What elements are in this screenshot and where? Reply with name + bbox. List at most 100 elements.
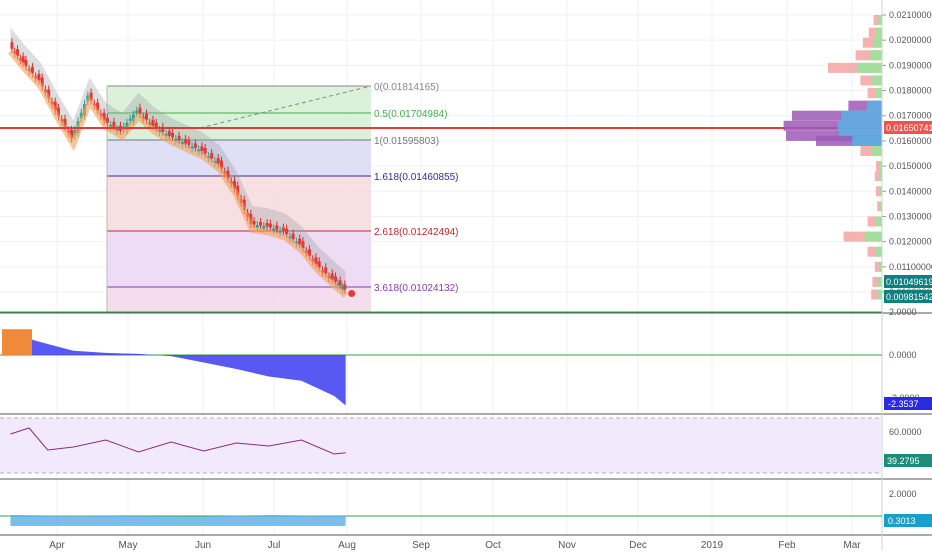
candle-body [21,56,25,63]
volume-profile-bar-up [864,231,882,242]
time-axis-label: Jul [268,540,281,550]
candle-body [307,249,311,257]
candle-body [197,149,201,152]
volume-profile-bar [873,15,882,26]
volume-profile-bar-up [838,130,882,141]
candle-body [161,126,165,132]
candle-body [128,118,132,121]
macd-tick-label: 0.0000 [889,350,917,360]
candle-body [343,284,347,290]
candle-body [115,128,119,131]
volume-profile-bar [867,216,882,227]
volume-profile-bar-up [875,246,882,257]
volume-profile-bar-up [841,110,882,121]
volume-profile-bar [843,231,882,242]
cci-pane[interactable]: 2.0000 0.3013 [0,489,932,527]
volume-profile-bar-up [878,171,882,182]
candle-body [184,138,188,144]
price-tick-label: 0.02100000 [889,10,932,20]
candle-body [167,130,171,136]
candle-body [24,59,28,67]
time-axis-label: Dec [629,540,647,550]
time-axis-label: Sep [412,540,430,550]
candle-body [57,107,60,117]
time-axis-label: Feb [778,540,796,550]
rsi-pane[interactable]: 60.0000 39.2795 [0,417,932,474]
volume-profile-bar-up [877,289,882,300]
volume-profile-bar [874,261,882,272]
candle-body [16,49,20,56]
candle-body [30,66,34,74]
volume-profile-bar-up [877,276,882,287]
candle-body [164,133,168,136]
volume-profile-bar [867,246,882,257]
candle-body [298,238,302,245]
rsi-value-bg [884,454,932,467]
fib-level-label: 2.618(0.01242494) [374,227,459,238]
volume-profile-bar-up [857,62,882,73]
current-price-tag: 0.01650741 [886,123,932,133]
rsi-tick-label: 60.0000 [889,427,922,437]
time-axis-label: May [119,540,138,550]
volume-profile-bar-up [870,50,882,61]
volume-profile-bar [828,62,882,73]
price-axis[interactable]: 0.02100000 0.02000000 0.01900000 0.01800000… [882,0,932,312]
candle-body [275,225,279,230]
candle-body [219,160,223,169]
candle-body [109,124,113,127]
last-price-tag-bg [884,275,932,288]
volume-profile-bar [786,130,882,141]
time-axis-label: Jun [195,540,211,550]
volume-profile-bar [783,120,882,131]
volume-profile-bar [867,88,882,99]
macd-tick-label: 2.0000 [889,307,917,317]
volume-profile-bar [872,276,882,287]
last-price-tag-2: 0.00981542 [886,292,932,302]
candle-body [177,135,181,141]
candle-body [262,226,266,229]
candle-body [216,158,220,164]
cci-tick-label: 2.0000 [889,489,917,499]
volume-profile-bar-up [852,135,882,146]
cci-value-label: 0.3013 [888,516,916,526]
candle-body [63,118,67,128]
candle-body [154,122,158,128]
volume-profile-bar [848,100,882,111]
volume-profile-bar-up [866,100,882,111]
volume-profile-bar-up [876,27,882,38]
candle-body [203,147,207,154]
fib-level-label: 1(0.01595803) [374,136,439,147]
candle-body [317,261,321,268]
price-axis-bg [882,0,932,312]
time-axis[interactable]: Apr May Jun Jul Aug Sep Oct Nov Dec 2019 Feb Mar [49,540,861,551]
volume-profile-bar [874,171,882,182]
volume-profile-bar [792,110,882,121]
last-signal-dot [348,289,356,297]
rsi-line [10,427,346,455]
volume-profile-bar [877,201,882,212]
candle-body [268,223,272,228]
fib-level-label: 0(0.01814165) [374,82,439,93]
volume-profile-bar-up [875,88,882,99]
volume-profile-bar [816,135,882,146]
volume-profile-bar-up [879,186,882,197]
candle-body [301,241,305,249]
volume-profile-bar [876,161,882,172]
candle-body [265,223,269,227]
candle-body [334,276,338,282]
candle-body [285,228,289,235]
time-axis-label: Oct [485,540,501,550]
candle-body [259,222,263,226]
fib-trend-line [199,85,372,129]
price-tick-label: 0.01500000 [889,161,932,171]
candle-body [281,227,285,232]
candle-body [200,146,204,151]
macd-value-bg [884,397,932,410]
candle-body [190,146,194,149]
volume-profile-bar [862,37,882,48]
candle-body [70,129,74,139]
candle-body [330,273,334,280]
macd-pane[interactable]: 2.00000.0000-2.0000-2.3537 [0,307,932,410]
